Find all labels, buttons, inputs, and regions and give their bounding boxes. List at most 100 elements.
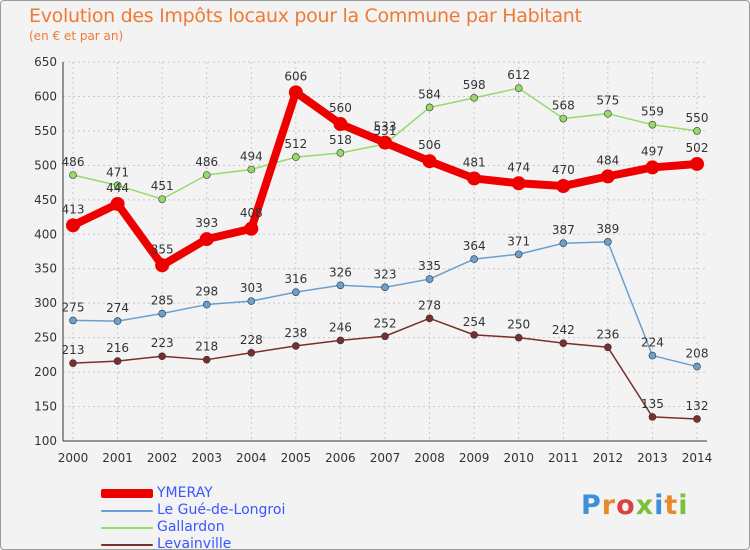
x-tick-label: 2009 <box>459 451 490 465</box>
data-point-gallardon <box>604 109 612 118</box>
data-label-gallardon: 612 <box>507 68 530 82</box>
data-label-le-gue-de-longroi: 303 <box>240 281 263 295</box>
data-point-levainville <box>292 342 300 350</box>
data-label-le-gue-de-longroi: 335 <box>418 259 441 273</box>
x-tick-label: 2004 <box>236 451 267 465</box>
data-point-gallardon <box>202 171 211 179</box>
data-label-ymeray: 502 <box>686 141 709 155</box>
data-label-ymeray: 481 <box>463 155 486 169</box>
x-tick-label: 2000 <box>58 451 89 465</box>
data-label-levainville: 254 <box>463 315 486 329</box>
x-tick-label: 2013 <box>637 451 668 465</box>
data-label-levainville: 242 <box>552 323 575 337</box>
data-point-ymeray <box>110 196 125 211</box>
proxiti-logo: Proxiti <box>581 490 689 521</box>
axes: 100 150 200 250 300 350 400 450 500 550 600 650 2000… <box>34 55 712 465</box>
data-point-levainville <box>559 339 568 347</box>
y-tick-label: 150 <box>34 400 57 414</box>
legend: YMERAY Le Gué-de-Longroi Gallardon Levai… <box>101 485 351 549</box>
data-label-levainville: 250 <box>507 318 530 332</box>
data-label-gallardon: 512 <box>284 137 307 151</box>
data-label-ymeray: 560 <box>329 101 352 115</box>
data-labels: 275 274 285 298 303 316 326 323 335 364 371 387 389 2… <box>62 68 709 413</box>
data-point-ymeray <box>690 156 704 171</box>
data-label-le-gue-de-longroi: 371 <box>507 234 530 248</box>
data-point-gallardon <box>292 153 300 161</box>
legend-swatch-ymeray <box>101 489 153 498</box>
data-point-ymeray <box>378 135 392 150</box>
x-tick-label: 2008 <box>414 451 445 465</box>
data-point-le-gue-de-longroi <box>604 238 612 246</box>
y-tick-label: 100 <box>34 434 57 448</box>
data-label-le-gue-de-longroi: 364 <box>463 239 486 253</box>
data-label-levainville: 213 <box>62 343 85 357</box>
data-label-gallardon: 598 <box>463 78 486 92</box>
data-label-gallardon: 575 <box>596 94 619 108</box>
data-point-le-gue-de-longroi <box>425 275 434 283</box>
data-label-ymeray: 606 <box>284 69 307 83</box>
legend-label-le-gue-de-longroi: Le Gué-de-Longroi <box>157 502 286 518</box>
data-point-levainville <box>381 332 389 341</box>
legend-swatch-gallardon <box>101 527 153 529</box>
legend-swatch-le-gue-de-longroi <box>101 510 153 512</box>
data-label-gallardon: 584 <box>418 87 441 101</box>
chart-subtitle: (en € et par an) <box>29 29 124 43</box>
y-tick-label: 250 <box>34 331 57 345</box>
data-label-levainville: 238 <box>284 326 307 340</box>
data-point-levainville <box>202 355 211 364</box>
data-label-levainville: 218 <box>195 340 218 354</box>
data-point-ymeray <box>155 258 170 273</box>
data-point-gallardon <box>336 149 345 157</box>
y-tick-label: 550 <box>34 124 57 138</box>
data-point-ymeray <box>645 160 660 175</box>
data-point-levainville <box>470 331 478 339</box>
data-label-le-gue-de-longroi: 323 <box>374 267 397 281</box>
data-label-ymeray: 497 <box>641 144 664 158</box>
x-tick-label: 2012 <box>593 451 624 465</box>
data-label-le-gue-de-longroi: 274 <box>106 301 129 315</box>
data-label-gallardon: 568 <box>552 99 575 113</box>
data-label-levainville: 216 <box>106 341 129 355</box>
data-point-gallardon <box>113 181 122 190</box>
legend-item-gallardon: Gallardon <box>101 519 351 536</box>
data-label-levainville: 246 <box>329 320 352 334</box>
data-label-le-gue-de-longroi: 316 <box>284 272 307 286</box>
data-point-gallardon <box>693 127 701 135</box>
data-point-levainville <box>158 352 166 361</box>
data-label-levainville: 223 <box>151 336 174 350</box>
data-point-ymeray <box>511 176 526 191</box>
data-point-le-gue-de-longroi <box>202 300 211 309</box>
x-tick-label: 2011 <box>548 451 579 465</box>
legend-label-ymeray: YMERAY <box>157 485 213 501</box>
data-point-gallardon <box>559 114 568 123</box>
data-point-le-gue-de-longroi <box>292 288 300 296</box>
data-label-le-gue-de-longroi: 389 <box>596 222 619 236</box>
legend-item-ymeray: YMERAY <box>101 485 351 502</box>
y-tick-label: 350 <box>34 262 57 276</box>
data-point-levainville <box>514 333 523 342</box>
data-point-levainville <box>247 348 256 357</box>
data-point-le-gue-de-longroi <box>470 255 478 263</box>
x-tick-label: 2007 <box>370 451 401 465</box>
data-point-le-gue-de-longroi <box>247 297 256 305</box>
data-label-gallardon: 550 <box>686 111 709 125</box>
data-point-gallardon <box>158 195 166 203</box>
data-point-ymeray <box>288 85 303 100</box>
data-label-ymeray: 393 <box>195 216 218 230</box>
data-point-gallardon <box>514 84 523 92</box>
data-point-levainville <box>648 413 657 421</box>
data-point-gallardon <box>247 165 256 174</box>
x-tick-label: 2010 <box>503 451 534 465</box>
data-point-ymeray <box>333 117 348 132</box>
x-tick-label: 2014 <box>682 451 713 465</box>
data-label-ymeray: 408 <box>240 206 263 220</box>
data-label-le-gue-de-longroi: 275 <box>62 300 85 314</box>
data-point-levainville <box>604 343 612 352</box>
data-point-le-gue-de-longroi <box>158 309 166 318</box>
data-label-levainville: 278 <box>418 298 441 312</box>
series <box>66 84 704 423</box>
y-tick-label: 650 <box>34 55 57 69</box>
data-label-le-gue-de-longroi: 326 <box>329 265 352 279</box>
data-point-ymeray <box>556 179 571 194</box>
